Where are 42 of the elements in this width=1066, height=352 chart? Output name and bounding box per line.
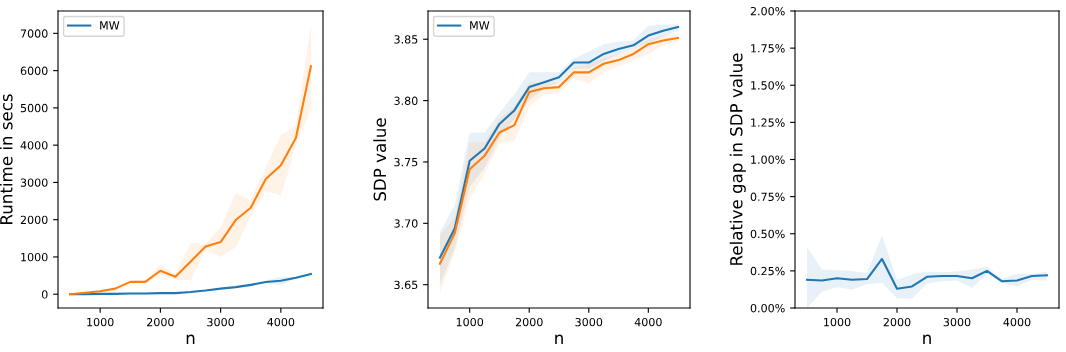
y-tick-label: 2.00% [750, 6, 785, 16]
y-tick-label: 5000 [20, 103, 48, 113]
x-tick-label: 2000 [147, 317, 174, 327]
legend-label: MW [100, 21, 120, 30]
y-tick-label: 1000 [21, 252, 48, 262]
x-tick-label: 4000 [267, 317, 295, 327]
y-tick-label: 0.50% [750, 229, 785, 239]
x-tick-label: 3000 [943, 317, 971, 327]
x-tick-label: 4000 [1003, 317, 1031, 327]
x-axis-title: n [186, 334, 195, 344]
y-tick-label: 6000 [20, 66, 48, 75]
y-tick-label: 3000 [20, 178, 48, 187]
x-tick-label: 1000 [824, 317, 851, 327]
x-tick-label: 2000 [883, 317, 911, 327]
y-tick-label: 3.75 [394, 157, 418, 167]
y-tick-label: 7000 [20, 29, 48, 38]
y-tick-label: 1.50% [751, 81, 785, 90]
y-tick-label: 3.80 [394, 96, 418, 105]
y-tick-label: 4000 [20, 141, 48, 150]
legend-label: MW [470, 21, 490, 30]
y-axis-title: Runtime in secs [0, 94, 13, 224]
x-axis-title: n [923, 334, 931, 344]
y-tick-label: 2000 [20, 215, 48, 225]
x-tick-label: 1000 [87, 317, 114, 327]
y-tick-label: 1.25% [751, 118, 785, 127]
x-tick-label: 3000 [207, 317, 235, 327]
y-tick-label: 3.85 [394, 35, 418, 44]
y-tick-label: 1.75% [751, 44, 785, 53]
x-tick-label: 4000 [634, 317, 662, 327]
x-tick-label: 1000 [456, 317, 484, 327]
y-tick-label: 1.00% [751, 155, 785, 164]
y-tick-label: 3.70 [394, 219, 418, 228]
y-tick-label: 0.00% [750, 303, 785, 313]
y-axis-title: Relative gap in SDP value [729, 53, 746, 265]
x-tick-label: 3000 [575, 317, 603, 327]
x-tick-label: 2000 [515, 317, 543, 327]
y-tick-label: 3.65 [394, 280, 418, 290]
y-axis-title: SDP value [373, 118, 387, 201]
y-tick-label: 0 [41, 290, 48, 299]
y-tick-label: 0.75% [750, 192, 785, 201]
x-axis-title: n [555, 334, 563, 344]
y-tick-label: 0.25% [750, 266, 785, 276]
